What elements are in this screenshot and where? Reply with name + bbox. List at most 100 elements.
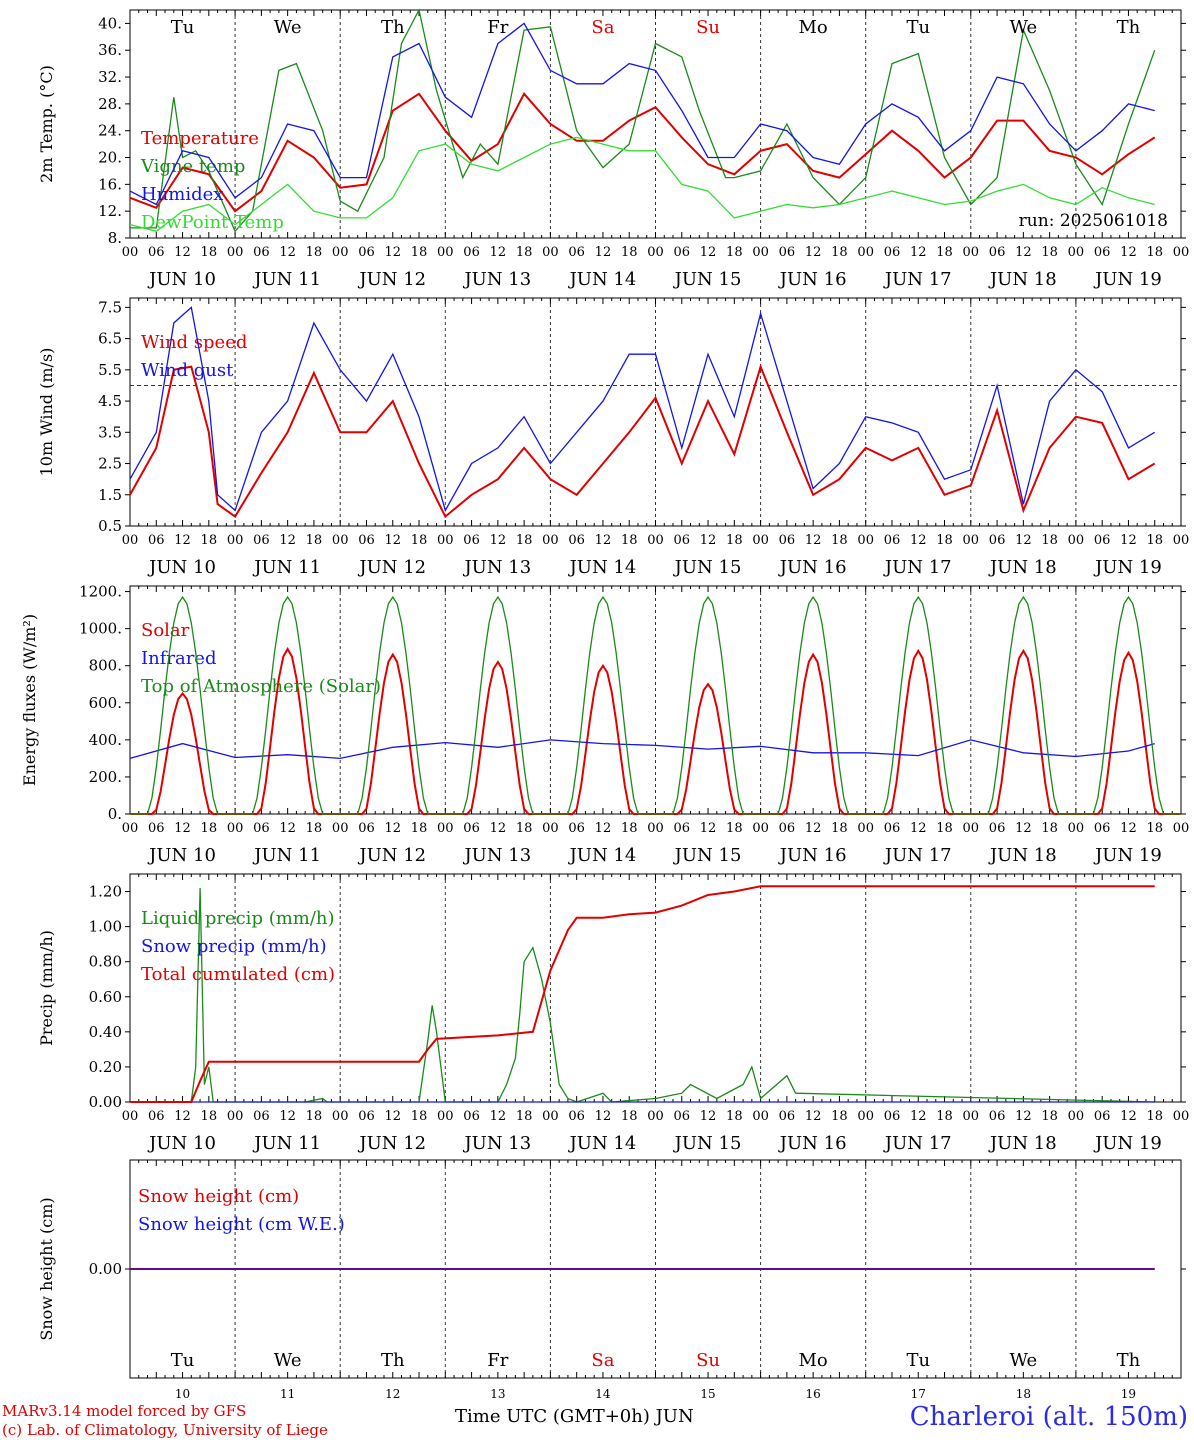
legend-top-of-atmosphere-solar: Top of Atmosphere (Solar) xyxy=(141,676,381,697)
weekday-label-top: Th xyxy=(1117,17,1141,38)
hour-tick-label: 06 xyxy=(674,245,691,260)
hour-tick-label: 06 xyxy=(674,1109,691,1124)
hour-tick-label: 12 xyxy=(279,1109,296,1124)
hour-tick-label: 12 xyxy=(595,821,612,836)
hour-tick-label: 18 xyxy=(936,821,953,836)
hour-tick-label: 18 xyxy=(411,821,428,836)
hour-tick-label: 18 xyxy=(306,245,323,260)
date-label: JUN 10 xyxy=(147,845,216,866)
hour-tick-label: 12 xyxy=(1120,821,1137,836)
hour-tick-label: 12 xyxy=(1015,533,1032,548)
legend-total-cumulated-cm: Total cumulated (cm) xyxy=(141,964,335,985)
hour-tick-label: 06 xyxy=(463,245,480,260)
hour-tick-label: 18 xyxy=(1041,1109,1058,1124)
hour-tick-label: 18 xyxy=(516,821,533,836)
hour-tick-label: 06 xyxy=(568,533,585,548)
date-label: JUN 15 xyxy=(673,1133,742,1154)
hour-tick-label: 06 xyxy=(358,1109,375,1124)
date-label: JUN 14 xyxy=(568,1133,637,1154)
hour-tick-label: 06 xyxy=(253,245,270,260)
hour-tick-label: 00 xyxy=(1173,1109,1190,1124)
day-number-label: 10 xyxy=(175,1387,190,1401)
date-label: JUN 16 xyxy=(778,845,847,866)
hour-tick-label: 18 xyxy=(201,533,218,548)
weekday-label-bottom: Tu xyxy=(171,1350,195,1371)
y-axis-label: Energy fluxes (W/m²) xyxy=(20,614,39,786)
hour-tick-label: 06 xyxy=(148,245,165,260)
day-number-label: 13 xyxy=(490,1387,505,1401)
date-label: JUN 16 xyxy=(778,1133,847,1154)
y-tick-label: 1200. xyxy=(79,583,122,601)
y-tick-label: 600. xyxy=(89,694,122,712)
hour-tick-label: 00 xyxy=(1068,1109,1085,1124)
weekday-label-bottom: Sa xyxy=(591,1350,614,1371)
date-label: JUN 13 xyxy=(462,1133,531,1154)
hour-tick-label: 12 xyxy=(490,821,507,836)
hour-tick-label: 00 xyxy=(332,1109,349,1124)
hour-tick-label: 12 xyxy=(1015,821,1032,836)
weekday-label-bottom: We xyxy=(1010,1350,1038,1371)
date-label: JUN 18 xyxy=(988,1133,1057,1154)
hour-tick-label: 00 xyxy=(542,533,559,548)
hour-tick-label: 00 xyxy=(857,1109,874,1124)
date-label: JUN 17 xyxy=(883,557,952,578)
day-number-label: 14 xyxy=(595,1387,611,1401)
hour-tick-label: 06 xyxy=(1094,533,1111,548)
hour-tick-label: 12 xyxy=(1120,533,1137,548)
y-tick-label: 5.5 xyxy=(98,361,122,379)
weekday-label-top: Tu xyxy=(171,17,195,38)
hour-tick-label: 18 xyxy=(831,533,848,548)
hour-tick-label: 00 xyxy=(752,533,769,548)
hour-tick-label: 12 xyxy=(174,1109,191,1124)
hour-tick-label: 18 xyxy=(936,533,953,548)
day-number-label: 18 xyxy=(1016,1387,1031,1401)
date-label: JUN 11 xyxy=(252,845,321,866)
legend-wind-gust: Wind gust xyxy=(141,360,234,381)
y-tick-label: 20. xyxy=(98,149,122,167)
hour-tick-label: 00 xyxy=(1068,533,1085,548)
date-label: JUN 12 xyxy=(357,557,426,578)
hour-tick-label: 18 xyxy=(201,245,218,260)
y-tick-label: 32. xyxy=(98,68,122,86)
weekday-label-top: Tu xyxy=(906,17,930,38)
hour-tick-label: 00 xyxy=(1173,821,1190,836)
hour-tick-label: 00 xyxy=(332,245,349,260)
y-tick-label: 12. xyxy=(98,202,122,220)
hour-tick-label: 00 xyxy=(122,533,139,548)
weekday-label-bottom: Mo xyxy=(799,1350,828,1371)
date-label: JUN 17 xyxy=(883,845,952,866)
hour-tick-label: 12 xyxy=(490,245,507,260)
hour-tick-label: 06 xyxy=(148,821,165,836)
series-line-top-of-atmosphere-solar xyxy=(130,595,1181,815)
hour-tick-label: 00 xyxy=(227,1109,244,1124)
hour-tick-label: 00 xyxy=(542,245,559,260)
legend-snow-height-cm: Snow height (cm) xyxy=(138,1186,299,1207)
y-axis-label: 10m Wind (m/s) xyxy=(37,348,56,477)
hour-tick-label: 06 xyxy=(989,1109,1006,1124)
date-label: JUN 19 xyxy=(1093,845,1162,866)
hour-tick-label: 00 xyxy=(963,821,980,836)
hour-tick-label: 06 xyxy=(779,533,796,548)
date-label: JUN 14 xyxy=(568,269,637,290)
date-label: JUN 18 xyxy=(988,557,1057,578)
hour-tick-label: 06 xyxy=(568,245,585,260)
hour-tick-label: 12 xyxy=(700,1109,717,1124)
legend-vigne-temp: Vigne temp xyxy=(140,156,245,177)
hour-tick-label: 06 xyxy=(989,245,1006,260)
hour-tick-label: 12 xyxy=(595,245,612,260)
date-label: JUN 19 xyxy=(1093,269,1162,290)
y-tick-label: 200. xyxy=(89,768,122,786)
y-tick-label: 24. xyxy=(98,122,122,140)
day-number-label: 12 xyxy=(385,1387,400,1401)
date-label: JUN 19 xyxy=(1093,557,1162,578)
date-label: JUN 12 xyxy=(357,845,426,866)
hour-tick-label: 18 xyxy=(201,821,218,836)
hour-tick-label: 12 xyxy=(490,1109,507,1124)
hour-tick-label: 06 xyxy=(358,245,375,260)
hour-tick-label: 00 xyxy=(647,533,664,548)
hour-tick-label: 18 xyxy=(411,1109,428,1124)
series-line-dewpoint-temp xyxy=(129,136,1155,233)
hour-tick-label: 06 xyxy=(253,1109,270,1124)
y-axis-label: Precip (mm/h) xyxy=(37,930,56,1046)
